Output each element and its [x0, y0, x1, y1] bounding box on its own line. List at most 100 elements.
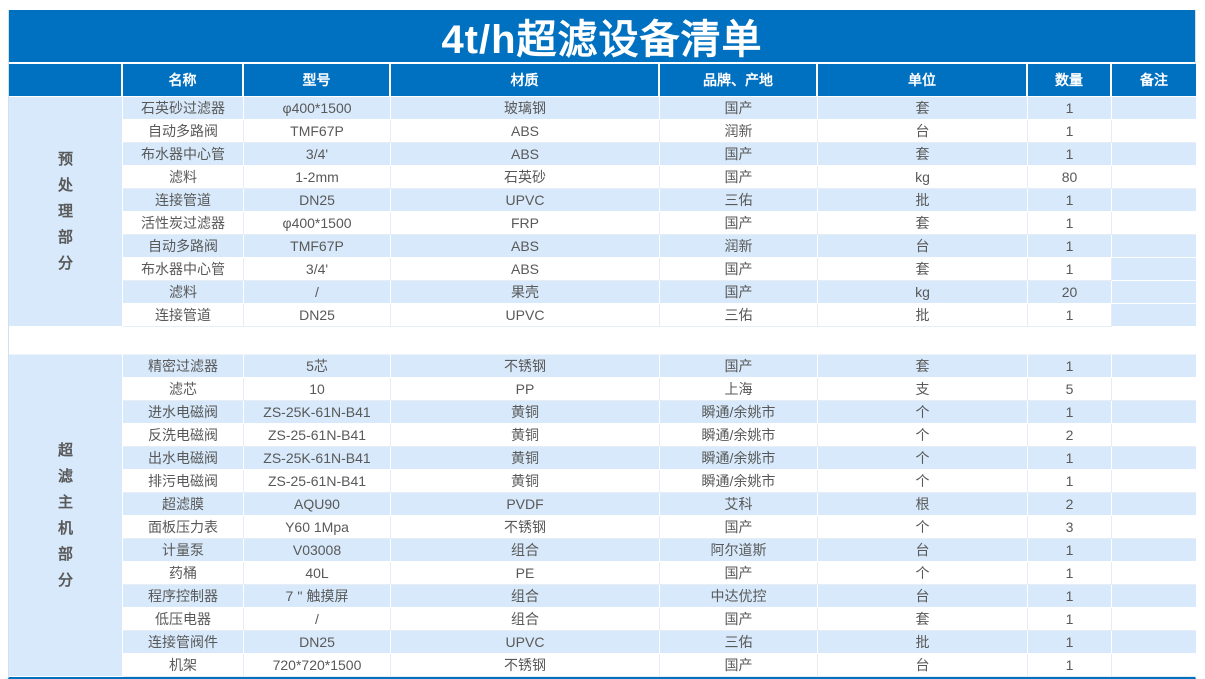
- table-row: 连接管阀件 DN25 UPVC 三佑批 1: [9, 631, 1196, 654]
- cell-remark: [1112, 143, 1196, 166]
- cell-remark: [1112, 97, 1196, 120]
- cell-name: 出水电磁阀: [123, 447, 244, 470]
- cell-model: ZS-25K-61N-B41: [244, 401, 391, 424]
- cell-name: 自动多路阀: [123, 235, 244, 258]
- cell-model: 40L: [244, 562, 391, 585]
- cell-material: PE: [391, 562, 660, 585]
- cell-model: φ400*1500: [244, 212, 391, 235]
- cell-quantity: 1: [1028, 97, 1112, 120]
- table-row: 自动多路阀 TMF67P ABS 润新台 1: [9, 235, 1196, 258]
- cell-remark: [1112, 493, 1196, 516]
- cell-remark: [1112, 516, 1196, 539]
- cell-model: 1-2mm: [244, 166, 391, 189]
- cell-quantity: 1: [1028, 447, 1112, 470]
- cell-unit: 台: [818, 654, 1028, 677]
- cell-model: TMF67P: [244, 120, 391, 143]
- cell-remark: [1112, 631, 1196, 654]
- cell-brand: 国产: [660, 258, 818, 281]
- cell-brand: 三佑: [660, 304, 818, 327]
- table-row: 活性炭过滤器 φ400*1500 FRP 国产套 1: [9, 212, 1196, 235]
- cell-remark: [1112, 539, 1196, 562]
- cell-quantity: 5: [1028, 378, 1112, 401]
- table-row: 程序控制器 7 '' 触摸屏 组合 中达优控台 1: [9, 585, 1196, 608]
- cell-remark: [1112, 189, 1196, 212]
- column-header-remark: 备注: [1112, 64, 1196, 97]
- cell-model: 5芯: [244, 355, 391, 378]
- cell-brand: 瞬通/余姚市: [660, 401, 818, 424]
- cell-quantity: 20: [1028, 281, 1112, 304]
- cell-quantity: 80: [1028, 166, 1112, 189]
- cell-model: ZS-25-61N-B41: [244, 470, 391, 493]
- table-row: 药桶 40L PE 国产个 1: [9, 562, 1196, 585]
- cell-remark: [1112, 562, 1196, 585]
- cell-quantity: 1: [1028, 304, 1112, 327]
- column-header-material: 材质: [391, 64, 660, 97]
- cell-brand: 国产: [660, 97, 818, 120]
- cell-brand: 国产: [660, 212, 818, 235]
- cell-name: 布水器中心管: [123, 258, 244, 281]
- cell-quantity: 1: [1028, 401, 1112, 424]
- cell-name: 连接管阀件: [123, 631, 244, 654]
- cell-quantity: 1: [1028, 470, 1112, 493]
- section-separator: [9, 327, 1196, 355]
- cell-unit: 个: [818, 424, 1028, 447]
- cell-material: 石英砂: [391, 166, 660, 189]
- cell-brand: 艾科: [660, 493, 818, 516]
- cell-brand: 瞬通/余姚市: [660, 424, 818, 447]
- cell-remark: [1112, 585, 1196, 608]
- cell-brand: 国产: [660, 608, 818, 631]
- cell-material: FRP: [391, 212, 660, 235]
- column-header-brand: 品牌、产地: [660, 64, 818, 97]
- cell-quantity: 1: [1028, 235, 1112, 258]
- table-row: 低压电器 / 组合 国产套 1: [9, 608, 1196, 631]
- cell-unit: 套: [818, 143, 1028, 166]
- cell-model: φ400*1500: [244, 97, 391, 120]
- cell-material: ABS: [391, 235, 660, 258]
- section-label: 预处理部分: [57, 150, 73, 272]
- table-row: 连接管道 DN25 UPVC 三佑批 1: [9, 189, 1196, 212]
- cell-quantity: 1: [1028, 189, 1112, 212]
- cell-model: /: [244, 281, 391, 304]
- cell-name: 排污电磁阀: [123, 470, 244, 493]
- cell-model: /: [244, 608, 391, 631]
- cell-name: 进水电磁阀: [123, 401, 244, 424]
- column-header-unit: 单位: [818, 64, 1028, 97]
- cell-unit: 根: [818, 493, 1028, 516]
- cell-quantity: 1: [1028, 585, 1112, 608]
- cell-unit: 套: [818, 608, 1028, 631]
- cell-name: 精密过滤器: [123, 355, 244, 378]
- cell-model: ZS-25-61N-B41: [244, 424, 391, 447]
- cell-brand: 阿尔道斯: [660, 539, 818, 562]
- cell-brand: 三佑: [660, 189, 818, 212]
- table-row: 布水器中心管 3/4' ABS 国产套 1: [9, 258, 1196, 281]
- cell-material: 黄铜: [391, 401, 660, 424]
- column-header-name: 名称: [123, 64, 244, 97]
- cell-model: V03008: [244, 539, 391, 562]
- cell-unit: 套: [818, 212, 1028, 235]
- cell-remark: [1112, 304, 1196, 327]
- cell-remark: [1112, 447, 1196, 470]
- cell-name: 面板压力表: [123, 516, 244, 539]
- cell-brand: 国产: [660, 355, 818, 378]
- cell-quantity: 1: [1028, 212, 1112, 235]
- cell-quantity: 3: [1028, 516, 1112, 539]
- cell-material: 组合: [391, 585, 660, 608]
- cell-remark: [1112, 470, 1196, 493]
- table-row: 滤料 1-2mm 石英砂 国产 kg 80: [9, 166, 1196, 189]
- cell-unit: 个: [818, 401, 1028, 424]
- cell-model: 720*720*1500: [244, 654, 391, 677]
- cell-remark: [1112, 235, 1196, 258]
- column-header-model: 型号: [244, 64, 391, 97]
- cell-remark: [1112, 258, 1196, 281]
- cell-material: 不锈钢: [391, 654, 660, 677]
- table-row: 出水电磁阀 ZS-25K-61N-B41 黄铜 瞬通/余姚市个 1: [9, 447, 1196, 470]
- cell-material: ABS: [391, 120, 660, 143]
- cell-brand: 瞬通/余姚市: [660, 447, 818, 470]
- cell-model: DN25: [244, 189, 391, 212]
- column-header-section: [9, 64, 123, 97]
- table-row: 计量泵 V03008 组合 阿尔道斯台 1: [9, 539, 1196, 562]
- cell-brand: 上海: [660, 378, 818, 401]
- section-label: 超滤主机部分: [57, 441, 73, 589]
- cell-quantity: 1: [1028, 539, 1112, 562]
- cell-model: DN25: [244, 631, 391, 654]
